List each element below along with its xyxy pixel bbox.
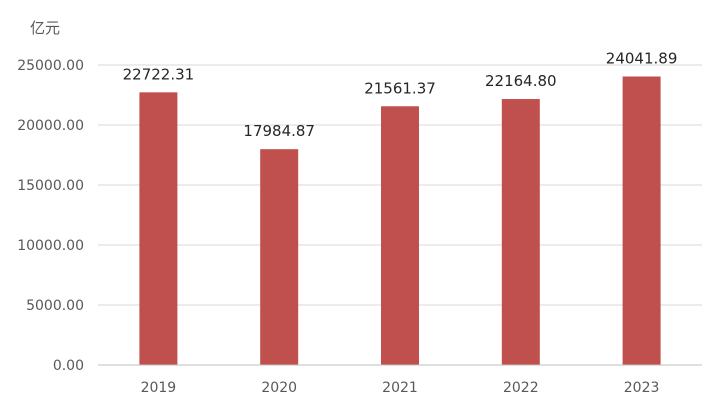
y-tick-label: 10000.00: [17, 238, 84, 254]
y-axis-ticks: 0.00 5000.00 10000.00 15000.00 20000.00 25000…: [17, 58, 84, 374]
data-label: 21561.37: [364, 79, 436, 97]
y-tick-label: 15000.00: [17, 178, 84, 194]
bar-2022: [501, 99, 540, 365]
data-label: 24041.89: [606, 49, 678, 67]
data-label: 22722.31: [123, 65, 195, 83]
bar-2021: [381, 106, 419, 366]
y-axis-unit-label: 亿元: [30, 19, 60, 37]
y-tick-label: 5000.00: [26, 298, 84, 314]
bar-2023: [622, 76, 661, 366]
data-label: 22164.80: [485, 72, 557, 90]
x-axis-ticks: 2019 2020 2021 2022 2023: [141, 380, 660, 396]
x-tick-label: 2022: [503, 380, 539, 396]
x-tick-label: 2023: [624, 380, 660, 396]
data-labels: 22722.31 17984.87 21561.37 22164.80 24041.89: [123, 49, 678, 140]
bar-2019: [139, 92, 178, 366]
x-tick-label: 2021: [382, 380, 418, 396]
y-tick-label: 25000.00: [17, 58, 84, 74]
bars: [139, 76, 661, 366]
data-label: 17984.87: [243, 122, 315, 140]
bar-2020: [260, 149, 299, 365]
y-tick-label: 20000.00: [17, 118, 84, 134]
y-tick-label: 0.00: [53, 358, 84, 374]
x-tick-label: 2020: [261, 380, 297, 396]
x-tick-label: 2019: [141, 380, 177, 396]
